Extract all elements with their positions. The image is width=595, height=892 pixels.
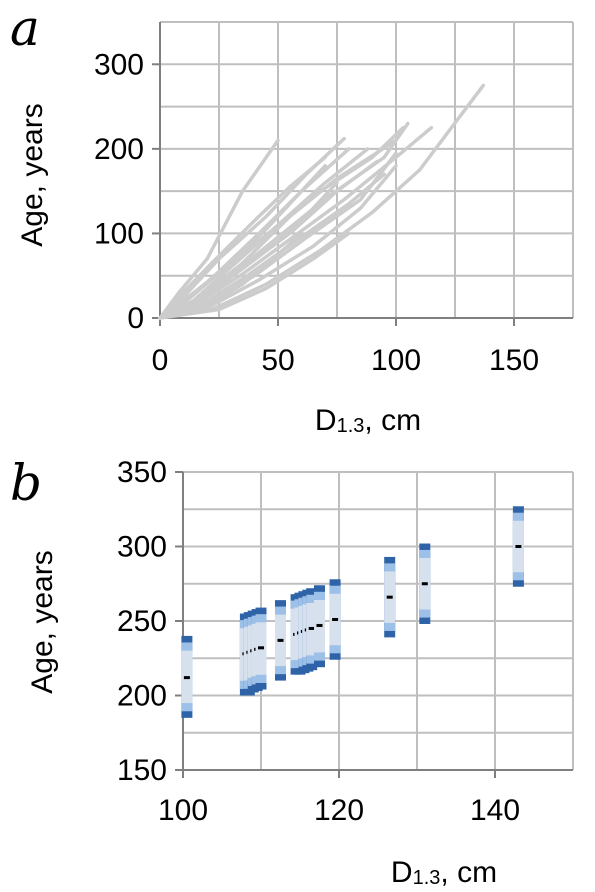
panel-a-letter: a — [10, 0, 40, 57]
panel-b-box — [314, 585, 325, 668]
panel-a-x-axis-title-sub: 1.3 — [337, 415, 365, 437]
panel-b-boxes — [181, 506, 524, 718]
panel-a-series-group — [158, 83, 486, 320]
panel-b-box-median — [316, 623, 323, 627]
panel-a-y-tick-label: 100 — [94, 217, 144, 250]
panel-b-x-axis-title-rest: , cm — [440, 856, 497, 889]
panel-a-series-line — [158, 155, 327, 320]
panel-b-box — [512, 506, 524, 587]
panel-a-x-axis-title: D1.3, cm — [315, 404, 421, 437]
panel-a-y-tick-label: 300 — [94, 48, 144, 81]
panel-b-letter: b — [10, 454, 42, 512]
panel-b-x-axis-title-main: D — [391, 856, 413, 889]
panel-a-series-line — [158, 231, 304, 320]
panel-b-x-tick-label: 140 — [470, 794, 520, 827]
panel-b-box — [275, 600, 286, 681]
panel-b-box — [419, 543, 431, 624]
panel-a-x-tick-label: 50 — [261, 344, 294, 377]
panel-b-box-median — [386, 595, 393, 599]
panel-a-y-axis-title: Age, years — [16, 103, 49, 246]
panel-b-box-median — [258, 646, 264, 650]
panel-b-x-axis-title-sub: 1.3 — [413, 867, 441, 889]
panel-b-box-median — [515, 545, 522, 548]
panel-b-box — [306, 588, 318, 671]
panel-b-y-tick-label: 300 — [117, 531, 167, 564]
panel-b-y-tick-label: 200 — [117, 680, 167, 713]
panel-a-x-axis-title-main: D — [315, 404, 337, 437]
panel-a-series-line — [158, 164, 398, 320]
panel-a-series-line — [158, 180, 339, 320]
panel-a-x-tick-label: 150 — [489, 344, 539, 377]
panel-b-box-median — [332, 618, 339, 622]
panel-b-x-axis-title: D1.3, cm — [391, 856, 497, 889]
panel-a-series-line — [158, 138, 280, 320]
panel-b-box — [181, 635, 193, 718]
panel-b-box-median — [308, 626, 315, 630]
panel-a-y-tick-label: 0 — [127, 302, 144, 335]
panel-b-box-median — [277, 638, 284, 642]
panel-b-box-median — [421, 582, 428, 586]
panel-b-y-tick-label: 350 — [117, 456, 167, 489]
panel-b-box — [384, 556, 396, 638]
panel-a-y-tick-label: 200 — [94, 133, 144, 166]
panel-b-x-tick-label: 120 — [314, 794, 364, 827]
panel-b-chart: b 100 120 140 150 200 250 300 350 D1.3, cm Age, y… — [10, 454, 574, 889]
panel-b-y-axis-title: Age, years — [26, 550, 59, 693]
panel-b-box-median — [183, 676, 190, 680]
panel-a-x-axis-title-rest: , cm — [364, 404, 421, 437]
panel-b-box — [255, 607, 267, 690]
panel-a-chart: a 0 50 100 150 0 100 200 300 D1.3, cm Age, years — [10, 0, 574, 437]
panel-b-y-tick-label: 150 — [117, 754, 167, 787]
panel-a-series-line — [158, 164, 327, 320]
panel-b-box — [329, 579, 341, 660]
panel-b-x-tick-label: 100 — [158, 794, 208, 827]
panel-a-x-tick-label: 0 — [152, 344, 169, 377]
panel-a-x-tick-label: 100 — [371, 344, 421, 377]
panel-a-series-line — [158, 231, 351, 320]
panel-b-y-tick-label: 250 — [117, 605, 167, 638]
